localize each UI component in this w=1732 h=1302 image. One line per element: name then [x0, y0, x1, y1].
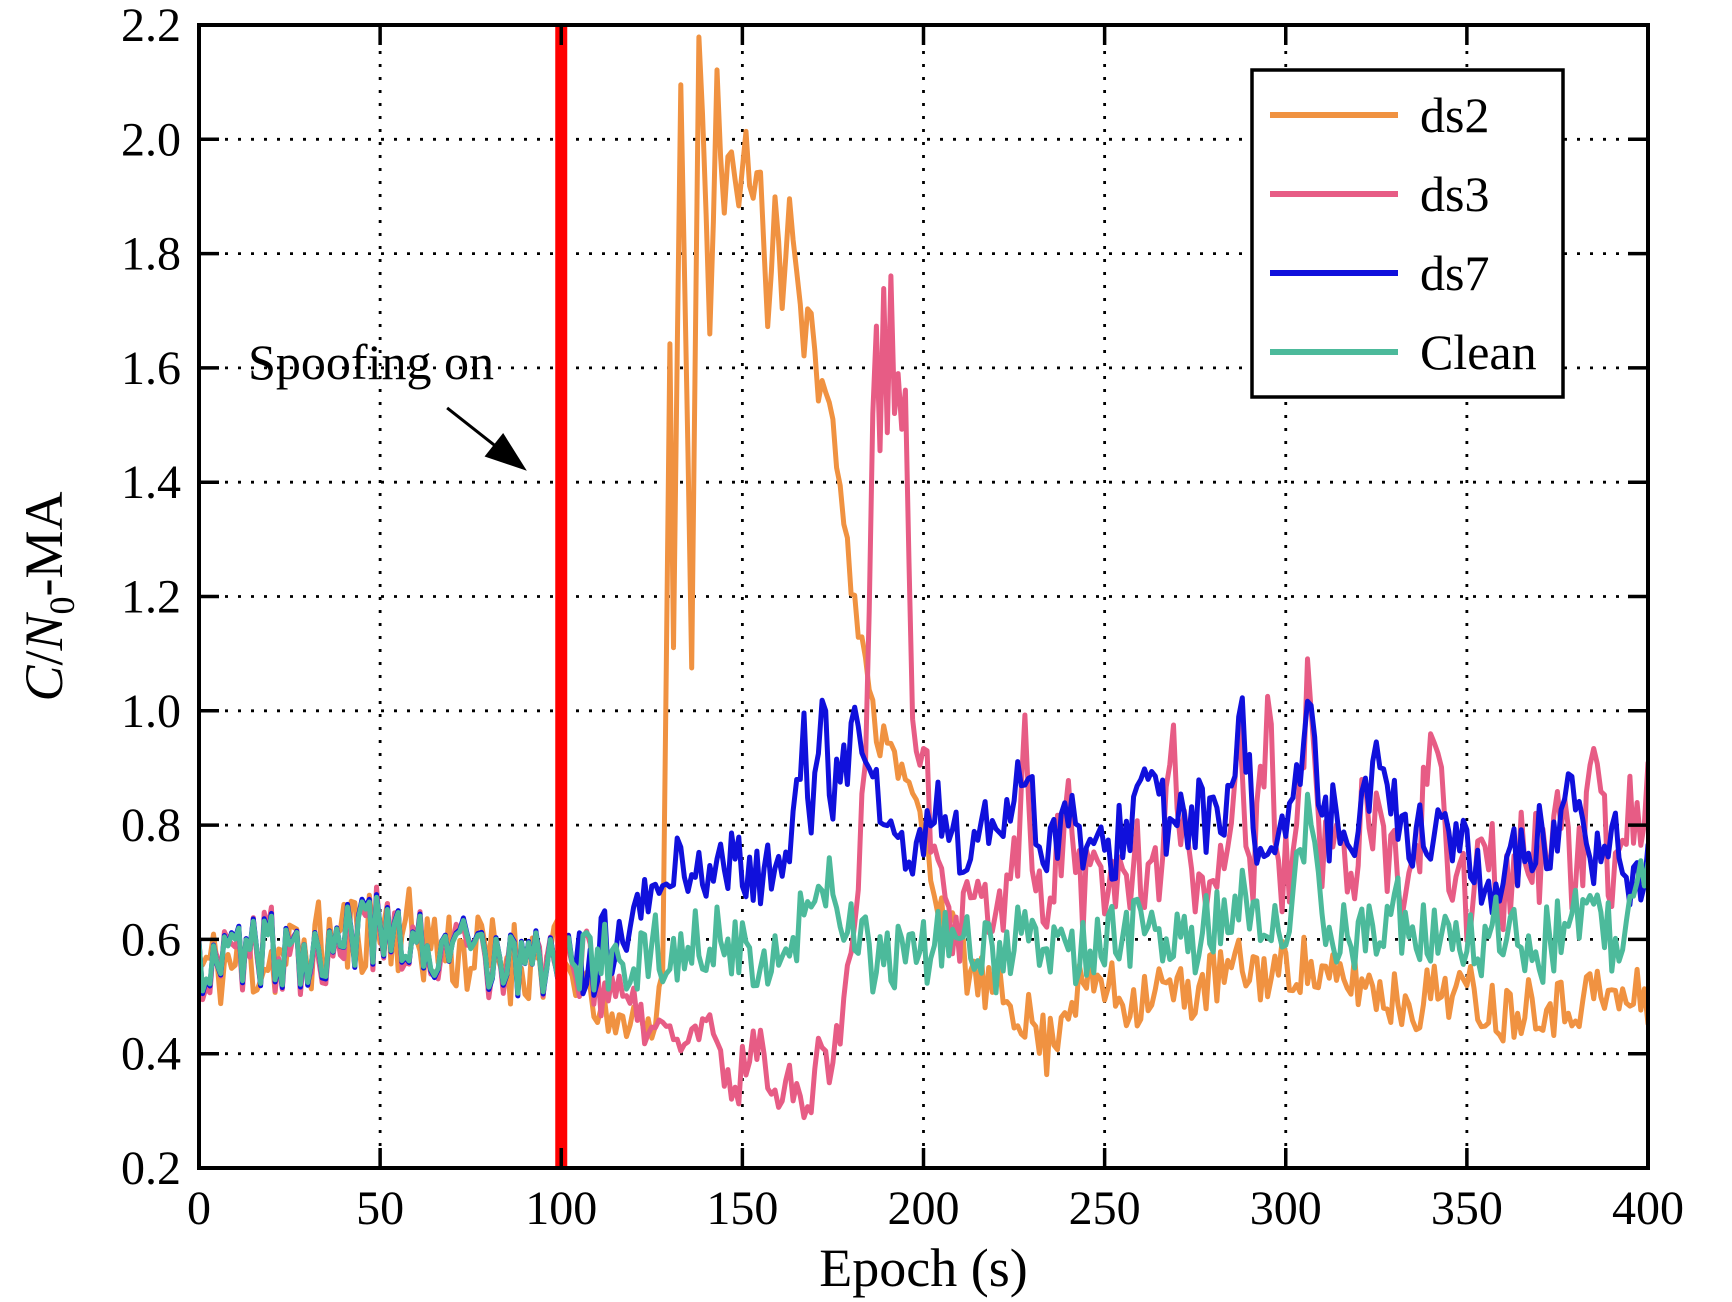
legend-label-ds3: ds3 [1420, 166, 1489, 222]
x-tick-label: 150 [706, 1182, 778, 1235]
y-tick-label: 0.6 [121, 913, 181, 966]
y-tick-label: 1.2 [121, 571, 181, 624]
x-tick-label: 0 [187, 1182, 211, 1235]
x-tick-label: 250 [1069, 1182, 1141, 1235]
legend-box [1250, 68, 1565, 399]
series-line-clean [199, 791, 1648, 996]
x-tick-label: 100 [525, 1182, 597, 1235]
y-tick-labels: 0.2 0.4 0.6 0.8 1.0 1.2 1.4 1.6 1.8 2.0 2.2 [121, 0, 181, 1195]
y-tick-label: 2.0 [121, 113, 181, 166]
y-axis-title: C/N0-MA [14, 491, 82, 701]
x-axis-title: Epoch (s) [819, 1238, 1027, 1298]
legend-label-ds7: ds7 [1420, 245, 1489, 301]
annotation-spoofing-on: Spoofing on [248, 334, 494, 390]
y-tick-label: 1.8 [121, 228, 181, 281]
annotation-arrowhead [484, 432, 527, 471]
legend: ds2 ds3 ds7 Clean [1250, 68, 1565, 399]
legend-label-ds2: ds2 [1420, 87, 1489, 143]
y-tick-label: 0.4 [121, 1028, 181, 1081]
x-tick-label: 300 [1250, 1182, 1322, 1235]
y-tick-label: 1.0 [121, 685, 181, 738]
y-tick-label: 0.8 [121, 799, 181, 852]
x-tick-label: 200 [888, 1182, 960, 1235]
x-tick-label: 350 [1431, 1182, 1503, 1235]
axes-box [197, 23, 1650, 1170]
legend-label-clean: Clean [1420, 324, 1537, 380]
x-tick-label: 50 [356, 1182, 404, 1235]
y-tick-label: 1.4 [121, 456, 181, 509]
y-tick-label: 1.6 [121, 342, 181, 395]
x-tick-labels: 0 50 100 150 200 250 300 350 400 [187, 1182, 1684, 1235]
x-tick-label: 400 [1612, 1182, 1684, 1235]
y-tick-label: 0.2 [121, 1142, 181, 1195]
y-tick-label: 2.2 [121, 0, 181, 52]
series-lines [199, 34, 1648, 1121]
